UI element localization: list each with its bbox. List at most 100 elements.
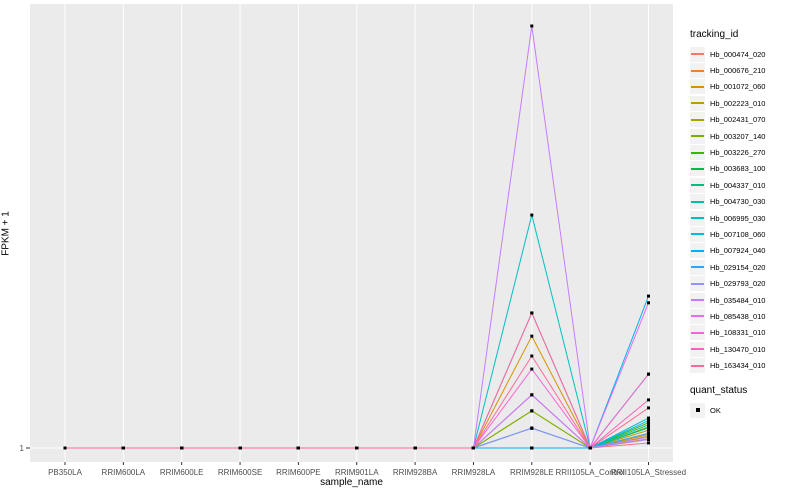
data-point bbox=[647, 438, 650, 442]
legend-key-line-icon bbox=[691, 217, 704, 220]
legend-item: Hb_035484_010 bbox=[690, 292, 800, 308]
x-tick-label: RRII105LA_Stressed bbox=[611, 468, 686, 477]
legend-item-label: Hb_006995_030 bbox=[710, 213, 766, 223]
legend-key-line-icon bbox=[691, 69, 704, 72]
data-point bbox=[63, 446, 67, 450]
legend-key bbox=[690, 177, 705, 193]
legend-item-label: Hb_004337_010 bbox=[710, 180, 766, 190]
legend-key bbox=[690, 95, 705, 111]
legend-item-label: Hb_004730_030 bbox=[710, 197, 766, 207]
legend-key bbox=[690, 259, 705, 275]
legend-item-label: Hb_003226_270 bbox=[710, 148, 766, 158]
legend-item-label: Hb_035484_010 bbox=[710, 295, 766, 305]
legend-key-line-icon bbox=[691, 282, 704, 285]
legend-item: Hb_006995_030 bbox=[690, 210, 800, 226]
legend-key bbox=[690, 292, 705, 308]
x-tick-label: RRIM600LA bbox=[102, 468, 146, 477]
legend-key bbox=[690, 145, 705, 161]
legend-key bbox=[690, 341, 705, 357]
x-tick-label: RRIM928BA bbox=[393, 468, 438, 477]
x-tick-label: RRIM600PE bbox=[276, 468, 320, 477]
legend-key bbox=[690, 46, 705, 62]
legend-key-line-icon bbox=[691, 331, 704, 334]
x-tick-label: RRIM928LE bbox=[510, 468, 554, 477]
x-tick-label: RRIM600SE bbox=[218, 468, 262, 477]
data-point bbox=[530, 426, 534, 430]
legend-item-label: Hb_029154_020 bbox=[710, 262, 766, 272]
data-point bbox=[647, 431, 650, 435]
legend-item: Hb_000474_020 bbox=[690, 46, 800, 62]
legend-item-label: Hb_003207_140 bbox=[710, 131, 766, 141]
legend-item-label: Hb_007108_060 bbox=[710, 229, 766, 239]
legend-key-line-icon bbox=[691, 348, 704, 351]
legend-key-line-icon bbox=[691, 364, 704, 367]
legend-key-line-icon bbox=[691, 315, 704, 318]
legend-title-tracking-id: tracking_id bbox=[690, 29, 739, 40]
data-point bbox=[530, 393, 534, 397]
legend-key-line-icon bbox=[691, 53, 704, 56]
y-tick-label: 1 bbox=[20, 444, 25, 453]
legend-items: Hb_000474_020 Hb_000676_210 Hb_001072_060 H… bbox=[690, 46, 800, 374]
legend-key bbox=[690, 63, 705, 79]
legend-item-label: Hb_002223_010 bbox=[710, 98, 766, 108]
legend-item: Hb_130470_010 bbox=[690, 341, 800, 357]
legend-item: Hb_029793_020 bbox=[690, 275, 800, 292]
legend-item: Hb_163434_010 bbox=[690, 357, 800, 374]
data-point bbox=[647, 426, 650, 430]
data-point bbox=[530, 311, 534, 315]
legend-key bbox=[690, 79, 705, 95]
data-point bbox=[647, 435, 650, 439]
legend-item: Hb_003226_270 bbox=[690, 144, 800, 161]
legend-item-label: Hb_029793_020 bbox=[710, 279, 766, 289]
legend-key bbox=[690, 325, 705, 341]
data-point bbox=[647, 428, 650, 432]
x-tick-label: RRIM901LA bbox=[335, 468, 379, 477]
legend-key bbox=[690, 358, 705, 374]
legend-item: Hb_108331_010 bbox=[690, 325, 800, 341]
legend-item-label: Hb_085438_010 bbox=[710, 311, 766, 321]
legend-item: Hb_002223_010 bbox=[690, 95, 800, 111]
legend-item: Hb_002431_070 bbox=[690, 112, 800, 128]
legend-key-line-icon bbox=[691, 249, 704, 252]
legend-item-ok: OK bbox=[690, 402, 800, 418]
legend-key bbox=[690, 276, 705, 292]
legend-item-label: Hb_130470_010 bbox=[710, 344, 766, 354]
legend-item: Hb_004730_030 bbox=[690, 194, 800, 210]
data-point bbox=[530, 213, 534, 217]
legend-item-label: Hb_000676_210 bbox=[710, 66, 766, 76]
legend-item: Hb_007108_060 bbox=[690, 226, 800, 242]
legend-key-line-icon bbox=[691, 135, 704, 138]
legend-item-label: Hb_007924_040 bbox=[710, 246, 766, 256]
legend-item: Hb_007924_040 bbox=[690, 243, 800, 259]
legend-item: Hb_004337_010 bbox=[690, 177, 800, 193]
x-tick-label: PB350LA bbox=[48, 468, 82, 477]
legend-title-quant-status: quant_status bbox=[690, 384, 748, 396]
data-point bbox=[530, 446, 534, 450]
legend-key-line-icon bbox=[691, 151, 704, 154]
legend-key bbox=[690, 308, 705, 324]
legend-key-line-icon bbox=[691, 118, 704, 121]
y-axis-title: FPKM + 1 bbox=[0, 211, 12, 256]
data-point bbox=[296, 446, 300, 450]
data-point bbox=[413, 446, 417, 450]
legend-key-line-icon bbox=[691, 184, 704, 187]
data-point bbox=[647, 416, 650, 420]
legend-item-label: Hb_002431_070 bbox=[710, 115, 766, 125]
ok-point-icon bbox=[695, 408, 700, 412]
legend-key-line-icon bbox=[691, 85, 704, 88]
legend-item-label: Hb_001072_060 bbox=[710, 82, 766, 92]
data-point bbox=[530, 334, 534, 338]
legend-item: Hb_003683_100 bbox=[690, 161, 800, 177]
legend-key-line-icon bbox=[691, 167, 704, 170]
legend-item: Hb_000676_210 bbox=[690, 62, 800, 79]
data-point bbox=[647, 421, 650, 425]
legend-item: Hb_003207_140 bbox=[690, 128, 800, 144]
data-point bbox=[647, 419, 650, 423]
data-point bbox=[238, 446, 242, 450]
data-point bbox=[121, 446, 125, 450]
legend-item-label: OK bbox=[710, 405, 721, 415]
legend-item: Hb_085438_010 bbox=[690, 308, 800, 324]
panel-background bbox=[30, 4, 673, 462]
